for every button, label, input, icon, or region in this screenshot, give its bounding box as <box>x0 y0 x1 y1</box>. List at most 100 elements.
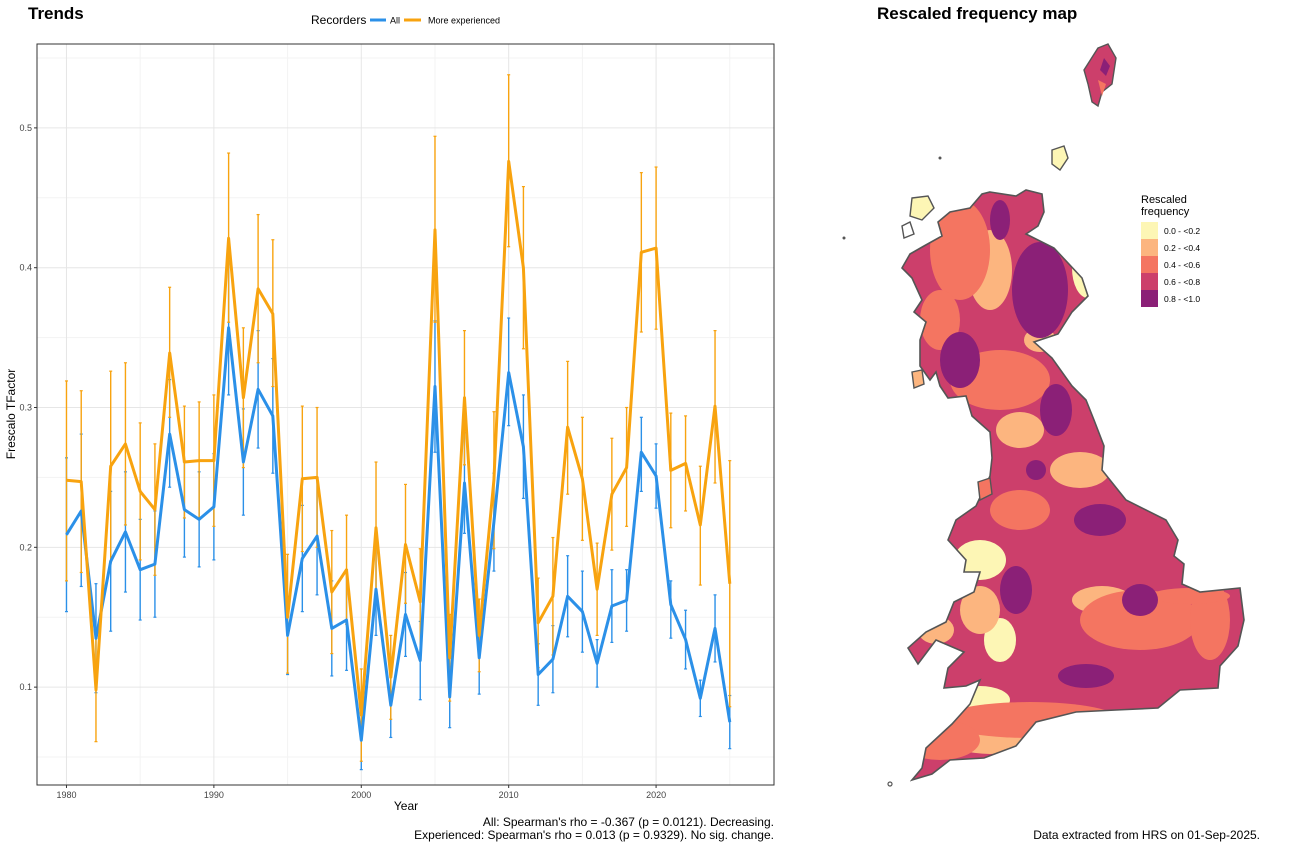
data-source-note: Data extracted from HRS on 01-Sep-2025. <box>1033 828 1260 842</box>
y-tick-label: 0.4 <box>19 263 32 273</box>
data-point-all <box>419 659 421 662</box>
data-point-all <box>345 619 348 621</box>
data-point-more-experienced <box>169 352 171 354</box>
map-legend-label: 0.6 - <0.8 <box>1164 277 1200 287</box>
data-point-all <box>640 451 642 453</box>
frequency-patch <box>990 200 1010 240</box>
y-tick-label: 0.3 <box>19 403 32 413</box>
data-point-more-experienced <box>316 476 318 479</box>
data-point-all <box>508 371 510 374</box>
frequency-patch <box>1080 590 1200 650</box>
map-legend-title-line1: Rescaled <box>1141 194 1187 206</box>
frequency-patch <box>1150 588 1230 604</box>
legend-title: Recorders <box>311 13 366 27</box>
x-tick-label: 1980 <box>56 790 76 800</box>
frequency-patch <box>996 412 1044 448</box>
data-point-all <box>626 599 628 602</box>
axis-ticks: 0.1 0.2 0.3 0.4 0.5 1980 1990 2000 2010 2020 <box>19 123 666 800</box>
data-point-more-experienced <box>611 493 613 495</box>
x-axis-label: Year <box>394 799 418 813</box>
data-point-more-experienced <box>272 313 274 315</box>
data-point-all <box>331 627 333 630</box>
coastline <box>842 43 1245 787</box>
data-point-more-experienced <box>478 634 480 637</box>
data-point-all <box>183 508 185 511</box>
map-legend-swatch <box>1141 222 1158 239</box>
data-point-more-experienced <box>404 543 407 546</box>
frequency-patch <box>1040 384 1072 436</box>
data-point-all <box>611 605 613 607</box>
data-point-more-experienced <box>567 426 569 428</box>
legend-label-more-experienced: More experienced <box>428 16 500 26</box>
grid-lines <box>37 44 774 785</box>
trend-statistics: All: Spearman's rho = -0.367 (p = 0.0121… <box>414 816 774 842</box>
data-point-all <box>242 461 244 463</box>
stats-line-experienced: Experienced: Spearman's rho = 0.013 (p =… <box>414 828 774 842</box>
data-point-all <box>522 446 525 448</box>
data-point-all <box>729 721 731 723</box>
map-legend-swatch <box>1141 239 1158 256</box>
plot-panel-border <box>36 43 775 786</box>
frequency-patch <box>1072 238 1104 298</box>
map-legend-label: 0.0 - <0.2 <box>1164 226 1200 236</box>
data-point-more-experienced <box>596 588 598 590</box>
map-legend: Rescaled frequency 0.0 - <0.2 0.2 - <0.4 0… <box>1141 194 1200 307</box>
map-legend-label: 0.4 - <0.6 <box>1164 260 1200 270</box>
data-point-more-experienced <box>301 478 303 480</box>
frequency-patch <box>940 332 980 388</box>
data-point-all <box>360 739 362 741</box>
map-legend-label: 0.8 - <1.0 <box>1164 294 1200 304</box>
data-point-all <box>699 697 701 699</box>
data-point-more-experienced <box>95 689 97 691</box>
map-legend-swatch <box>1141 290 1158 307</box>
data-point-more-experienced <box>463 397 466 399</box>
data-point-more-experienced <box>286 616 289 618</box>
data-point-more-experienced <box>124 443 127 445</box>
data-point-more-experienced <box>552 595 554 597</box>
data-point-all <box>552 658 554 660</box>
data-point-more-experienced <box>345 569 348 571</box>
data-point-more-experienced <box>670 469 672 472</box>
data-point-more-experienced <box>228 237 230 239</box>
data-point-all <box>478 657 480 659</box>
frequency-patch <box>990 490 1050 530</box>
data-point-all <box>655 475 657 477</box>
frequency-patch <box>1074 504 1126 536</box>
data-point-all <box>581 611 583 613</box>
data-point-all <box>493 521 495 523</box>
data-point-all <box>714 627 716 630</box>
data-point-more-experienced <box>257 288 259 290</box>
data-point-all <box>154 563 156 565</box>
map-panel-title: Rescaled frequency map <box>877 4 1078 23</box>
data-point-all <box>390 704 392 706</box>
y-tick-label: 0.1 <box>19 682 32 692</box>
trends-chart: Recorders All More experienced 0.1 0.2 0.3… <box>4 13 775 813</box>
data-point-all <box>124 531 127 533</box>
data-point-all <box>198 518 200 520</box>
data-point-more-experienced <box>626 467 628 469</box>
frequency-patch <box>902 720 980 760</box>
data-point-more-experienced <box>729 583 731 585</box>
data-point-more-experienced <box>699 524 701 526</box>
data-point-all <box>463 482 466 484</box>
data-point-more-experienced <box>493 479 495 481</box>
data-point-more-experienced <box>434 229 436 231</box>
data-point-all <box>95 637 97 639</box>
frequency-patch <box>960 586 1000 634</box>
data-point-all <box>257 388 259 390</box>
data-point-all <box>537 673 539 676</box>
data-point-all <box>301 557 303 560</box>
data-point-more-experienced <box>198 460 200 462</box>
data-point-more-experienced <box>331 591 333 593</box>
data-point-more-experienced <box>110 465 112 467</box>
x-tick-label: 2020 <box>646 790 666 800</box>
frequency-patch <box>954 540 1006 580</box>
data-point-more-experienced <box>581 478 583 480</box>
data-point-more-experienced <box>139 490 141 492</box>
data-point-all <box>139 569 141 571</box>
data-point-all <box>213 506 215 508</box>
data-point-all <box>404 613 407 616</box>
data-point-more-experienced <box>390 676 392 678</box>
data-point-more-experienced <box>537 622 539 624</box>
series-line-all <box>65 326 732 742</box>
